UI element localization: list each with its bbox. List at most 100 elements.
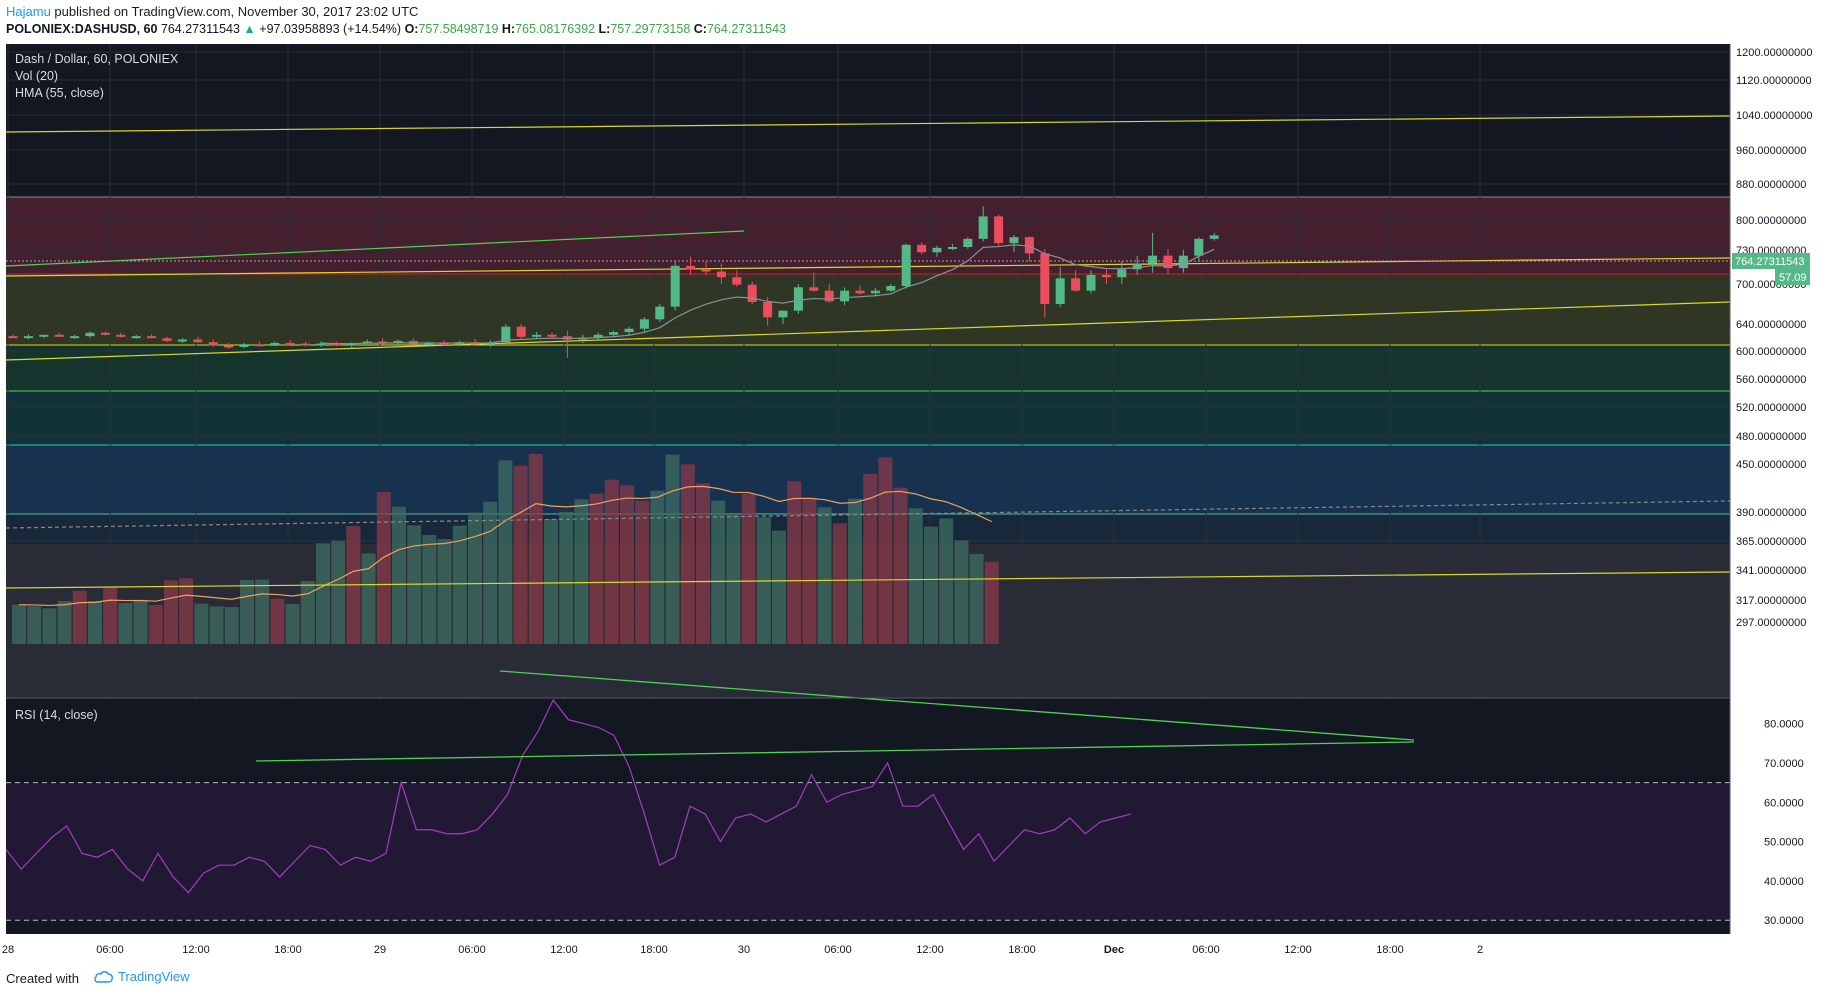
created-with-text: Created with — [6, 971, 79, 986]
candle-body — [208, 342, 218, 346]
candle — [131, 334, 141, 339]
price-tick-label: 960.00000000 — [1736, 145, 1806, 157]
volume-bar — [270, 598, 285, 644]
price-tick-label: 317.00000000 — [1736, 595, 1806, 607]
rsi-tick-label: 70.0000 — [1764, 758, 1804, 770]
candle-body — [285, 342, 295, 345]
time-tick-label: 18:00 — [640, 944, 668, 956]
candle-body — [501, 326, 511, 343]
trend-line-0 — [5, 115, 1731, 133]
time-tick-label: 06:00 — [824, 944, 852, 956]
volume-bar — [878, 457, 893, 644]
candle-body — [963, 238, 973, 247]
trend-line-2 — [5, 301, 1731, 361]
volume-bar — [650, 490, 665, 644]
rsi-tick-label: 30.0000 — [1764, 915, 1804, 927]
high-value: 765.08176392 — [515, 22, 596, 36]
volume-bar — [711, 500, 726, 644]
legend-rsi: RSI (14, close) — [15, 708, 98, 722]
candle — [532, 332, 542, 339]
candle-body — [886, 286, 896, 291]
chart-canvas[interactable]: 1200.00000000 1120.00000000 1040.00000000 9… — [0, 44, 1824, 964]
symbol-label: POLONIEX:DASHUSD, 60 — [6, 22, 158, 36]
candle-body — [116, 334, 126, 337]
candle — [1086, 270, 1096, 294]
candle — [593, 332, 603, 341]
volume-bar — [924, 526, 938, 644]
rsi-band — [6, 782, 1730, 921]
close-value: 764.27311543 — [706, 22, 787, 36]
close-label: C: — [693, 22, 707, 36]
volume-bar — [772, 530, 786, 644]
legend: Dash / Dollar, 60, POLONIEX Vol (20) HMA… — [15, 52, 179, 722]
candle — [793, 284, 803, 314]
tradingview-link[interactable]: TradingView — [94, 969, 190, 984]
candle-body — [824, 290, 834, 302]
candle — [85, 331, 95, 338]
candle-body — [1117, 269, 1127, 278]
candle — [1117, 261, 1127, 284]
volume-bar — [893, 487, 908, 644]
price-tick-label: 520.00000000 — [1736, 402, 1806, 414]
low-label: L: — [598, 22, 611, 36]
candle — [208, 339, 218, 347]
candle — [23, 334, 33, 340]
candle-body — [1209, 235, 1219, 239]
volume-bar — [209, 606, 224, 644]
candle-body — [193, 339, 203, 343]
candle — [547, 332, 557, 339]
legend-title: Dash / Dollar, 60, POLONIEX — [15, 52, 179, 66]
candle-body — [901, 244, 911, 286]
volume-bar — [939, 518, 954, 644]
volume-bar — [103, 587, 118, 644]
candle — [516, 324, 526, 339]
volume-bar — [620, 485, 634, 644]
candle-body — [809, 287, 819, 291]
candle-body — [932, 247, 942, 253]
candle-body — [994, 216, 1004, 244]
volume-bar — [696, 483, 710, 644]
candle-body — [347, 343, 357, 346]
candle-body — [855, 290, 865, 294]
candle-body — [1009, 237, 1019, 244]
volume-tag — [1775, 269, 1810, 285]
candle-body — [655, 306, 665, 320]
volume-bar — [984, 561, 999, 644]
candle — [932, 245, 942, 257]
candle-body — [270, 342, 280, 345]
price-tick-label: 1120.00000000 — [1736, 75, 1812, 87]
volume-bar — [604, 479, 619, 644]
legend-volume: Vol (20) — [15, 69, 58, 83]
candle-body — [1024, 237, 1034, 254]
candle-body — [686, 265, 696, 270]
publication-header: Hajamu published on TradingView.com, Nov… — [0, 0, 1824, 44]
volume-bar — [802, 497, 817, 644]
candle — [270, 341, 280, 347]
candle — [1101, 268, 1111, 284]
candle — [162, 336, 172, 343]
volume-bar — [376, 492, 391, 644]
rsi-pane — [5, 670, 1730, 934]
candle-body — [85, 332, 95, 337]
volume-bar — [498, 460, 513, 644]
candle — [239, 342, 249, 349]
published-line: Hajamu published on TradingView.com, Nov… — [6, 4, 418, 19]
time-tick-label: 06:00 — [1192, 944, 1220, 956]
candle-body — [732, 277, 742, 285]
candle — [686, 256, 696, 275]
volume-bar — [817, 507, 832, 644]
candle-body — [763, 302, 773, 318]
volume-bar — [240, 580, 254, 644]
author-link[interactable]: Hajamu — [6, 4, 51, 19]
volume-bar — [741, 494, 756, 644]
candle-body — [239, 344, 249, 347]
candle-body — [1178, 255, 1188, 269]
price-tick-label: 600.00000000 — [1736, 346, 1806, 358]
candle-body — [547, 334, 557, 337]
time-tick-label: 28 — [2, 944, 14, 956]
time-tick-label: 18:00 — [274, 944, 302, 956]
legend-hma: HMA (55, close) — [15, 86, 104, 100]
volume-bar — [635, 500, 650, 644]
candle — [716, 263, 726, 284]
price-tick-label: 800.00000000 — [1736, 215, 1806, 227]
